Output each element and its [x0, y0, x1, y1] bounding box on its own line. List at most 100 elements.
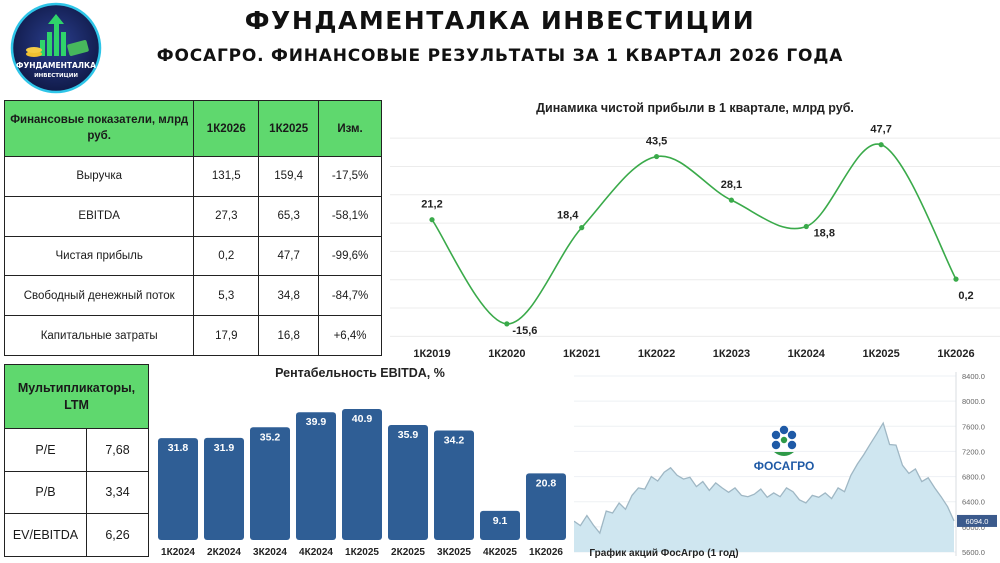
data-label: 0,2 — [958, 290, 973, 302]
multiples-header: Мультипликаторы, LTM — [4, 364, 149, 429]
metric-change: +6,4% — [318, 315, 382, 356]
metric-1k2026: 17,9 — [193, 315, 260, 356]
data-label: 40.9 — [352, 413, 373, 425]
metric-name: Свободный денежный поток — [3, 275, 195, 317]
logo-line2: ИНВЕСТИЦИИ — [34, 73, 78, 79]
phosagro-brand-text: ФОСАГРО — [754, 459, 815, 473]
page-title: ФУНДАМЕНТАЛКА ИНВЕСТИЦИИ — [244, 6, 756, 35]
table-row: P/B 3,34 — [4, 470, 149, 515]
data-label: 35.2 — [260, 431, 281, 443]
stock-price-chart: 8400.0 8000.0 7600.0 7200.0 6800.0 6400.0 6000… — [574, 366, 1000, 563]
multiple-value: 3,34 — [86, 470, 149, 515]
y-tick-label: 8400.0 — [962, 372, 985, 381]
table-row: P/E 7,68 — [4, 428, 149, 472]
y-tick-label: 6800.0 — [962, 473, 985, 482]
data-label: 31.9 — [214, 442, 235, 454]
data-point — [728, 197, 735, 203]
data-label: 31.8 — [168, 442, 189, 454]
bar — [388, 425, 428, 540]
header-1k2025: 1К2025 — [258, 100, 320, 157]
data-point — [579, 225, 585, 231]
y-tick-label: 7600.0 — [962, 422, 985, 431]
x-tick-label: 1К2020 — [488, 348, 525, 360]
bar — [204, 437, 244, 540]
data-label: 35.9 — [398, 429, 419, 441]
multiple-name: P/B — [4, 470, 87, 515]
data-point — [878, 142, 884, 148]
header-metric: Финансовые показатели, млрд руб. — [3, 100, 195, 157]
data-label: 47,7 — [870, 124, 891, 136]
data-label: 34.2 — [444, 434, 465, 446]
metric-1k2026: 0,2 — [193, 235, 260, 277]
table-row: EV/EBITDA 6,26 — [4, 513, 149, 557]
multiples-table: Мультипликаторы, LTM P/E 7,68 P/B 3,34 E… — [4, 364, 149, 557]
x-tick-label: 1К2025 — [862, 348, 899, 360]
stock-price-line — [574, 421, 955, 535]
metric-1k2025: 16,8 — [258, 315, 320, 356]
x-tick-label: 4К2024 — [299, 547, 333, 558]
bar — [526, 473, 566, 540]
x-tick-label: 2К2024 — [207, 547, 241, 558]
x-tick-label: 2К2025 — [391, 547, 425, 558]
ebitda-margin-chart: Рентабельность EBITDA, % 31.8 31.9 35.2 39.… — [158, 366, 566, 558]
metric-change: -84,7% — [318, 275, 382, 317]
metric-change: -58,1% — [318, 195, 382, 237]
table-row: Капитальные затраты 17,9 16,8 +6,4% — [3, 315, 382, 356]
metric-1k2026: 131,5 — [193, 156, 260, 197]
data-label: -15,6 — [512, 325, 537, 337]
data-point — [504, 321, 510, 327]
metric-change: -17,5% — [318, 156, 382, 197]
net-profit-chart: Динамика чистой прибыли в 1 квартале, мл… — [390, 101, 1000, 360]
bar — [434, 430, 474, 540]
y-tick-label: 8000.0 — [962, 397, 985, 406]
data-label: 28,1 — [721, 179, 742, 191]
brand-logo: ФУНДАМЕНТАЛКА ИНВЕСТИЦИИ — [10, 2, 102, 94]
table-row: Выручка 131,5 159,4 -17,5% — [3, 156, 382, 197]
stock-price-area — [574, 423, 954, 552]
bar — [480, 510, 520, 540]
x-tick-label: 1К2019 — [413, 348, 450, 360]
data-label: 18,4 — [557, 210, 579, 222]
x-tick-label: 3К2025 — [437, 547, 471, 558]
table-row: EBITDA 27,3 65,3 -58,1% — [3, 195, 382, 237]
data-point — [803, 223, 809, 230]
current-price-label: 6094.0 — [966, 517, 989, 526]
chart-title: Рентабельность EBITDA, % — [275, 366, 445, 380]
net-profit-line — [431, 143, 957, 325]
x-tick-label: 1К2024 — [788, 348, 826, 360]
y-tick-label: 6000.0 — [962, 523, 985, 532]
y-tick-label: 5600.0 — [962, 548, 985, 557]
metric-name: Выручка — [3, 156, 195, 197]
x-tick-label: 4К2025 — [483, 547, 517, 558]
data-point — [429, 217, 435, 223]
header-1k2026: 1К2026 — [193, 100, 260, 157]
bar — [342, 409, 382, 540]
data-label: 18,8 — [814, 227, 835, 239]
metric-1k2025: 47,7 — [258, 235, 320, 277]
data-label: 21,2 — [421, 199, 442, 211]
x-tick-label: 1К2021 — [563, 348, 600, 360]
table-row: Чистая прибыль 0,2 47,7 -99,6% — [3, 235, 382, 277]
metric-name: Чистая прибыль — [3, 235, 195, 277]
stock-caption: График акций ФосАгро (1 год) — [589, 547, 738, 559]
x-tick-label: 3К2024 — [253, 547, 287, 558]
multiple-name: EV/EBITDA — [4, 513, 87, 557]
y-tick-label: 6400.0 — [962, 498, 985, 507]
bar — [296, 412, 336, 540]
x-tick-label: 1К2023 — [713, 348, 750, 360]
metric-1k2025: 159,4 — [258, 156, 320, 197]
multiple-value: 6,26 — [86, 513, 149, 557]
bar — [250, 427, 290, 540]
financials-table: Финансовые показатели, млрд руб. 1К2026 … — [3, 100, 382, 356]
x-tick-label: 1К2022 — [638, 348, 675, 360]
metric-1k2026: 27,3 — [193, 195, 260, 237]
y-tick-label: 7200.0 — [962, 447, 985, 456]
metric-1k2025: 34,8 — [258, 275, 320, 317]
x-tick-label: 1К2026 — [937, 348, 974, 360]
table-row: Свободный денежный поток 5,3 34,8 -84,7% — [3, 275, 382, 317]
metric-change: -99,6% — [318, 235, 382, 277]
x-tick-label: 1К2024 — [161, 547, 195, 558]
data-label: 43,5 — [646, 136, 667, 148]
data-label: 20.8 — [536, 477, 557, 489]
data-label: 9.1 — [493, 515, 508, 527]
